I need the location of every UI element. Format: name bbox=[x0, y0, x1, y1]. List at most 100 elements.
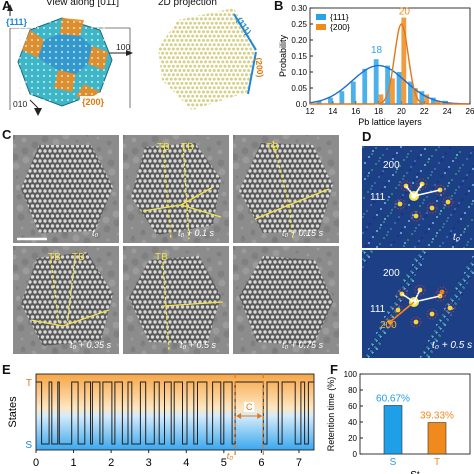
retention-bar bbox=[383, 405, 403, 455]
x-tick-label: 20 bbox=[397, 107, 406, 116]
arrowhead bbox=[257, 413, 263, 419]
y-tick-label: 0 bbox=[353, 450, 358, 459]
x-tick-label: 18 bbox=[374, 107, 383, 116]
histogram-bar bbox=[401, 17, 407, 105]
state-trace bbox=[36, 381, 314, 445]
y-tick-label: 40 bbox=[348, 418, 357, 427]
projection-text: 2D projection bbox=[158, 0, 217, 8]
histogram-bar bbox=[412, 88, 418, 104]
panel-a-label: A bbox=[2, 0, 12, 13]
facet-111-label: {111} bbox=[6, 17, 28, 27]
x-category-label: T bbox=[434, 457, 440, 468]
panel-b-label: B bbox=[274, 0, 284, 13]
tb-label: TB bbox=[155, 252, 168, 263]
retention-time-chart: 0 20 40 60 80 100 60.67% S 39.33% T St Retention ti… bbox=[326, 370, 471, 474]
tb-label: TB bbox=[266, 142, 279, 153]
x-axis-label-partial: St bbox=[410, 470, 420, 474]
tem-frame-6 bbox=[233, 246, 339, 354]
annotation-box bbox=[244, 402, 255, 412]
tb-label: TB bbox=[48, 252, 61, 263]
time-label-3: t₀ + 0.15 s bbox=[282, 228, 324, 238]
x-tick-label: 4 bbox=[183, 457, 189, 469]
tb-label: TB bbox=[72, 252, 85, 263]
panel-c-label: C bbox=[2, 127, 12, 142]
plot-frame bbox=[359, 373, 471, 455]
y-tick-label: 0.10 bbox=[291, 68, 307, 77]
histogram-bar bbox=[316, 100, 322, 104]
y-tick-label: 0.20 bbox=[291, 36, 307, 45]
time-label-4: t₀ + 0.35 s bbox=[70, 340, 112, 350]
y-tick-label: 0.15 bbox=[291, 52, 307, 61]
gaussian-fit-curve bbox=[310, 23, 469, 105]
panel-d-label: D bbox=[362, 129, 372, 144]
fft-time-label: t₀ + 0.5 s bbox=[432, 340, 473, 351]
y-tick-label: 100 bbox=[344, 370, 358, 379]
y-tick-label: 0.30 bbox=[291, 4, 307, 13]
fft-label-200: 200 bbox=[383, 160, 400, 171]
x-tick-label: 26 bbox=[466, 107, 474, 116]
y-tick-label: 20 bbox=[348, 434, 357, 443]
histogram-bar bbox=[419, 91, 425, 104]
histogram-bar bbox=[373, 59, 379, 104]
retention-bar bbox=[427, 422, 447, 455]
gaussian-fit-curve bbox=[309, 64, 469, 105]
axis-100-label: 100 bbox=[116, 42, 130, 52]
y-tick-label: 60 bbox=[348, 402, 357, 411]
legend-swatch bbox=[316, 24, 326, 30]
tem-frame-2 bbox=[123, 135, 229, 243]
x-axis-label: Pb lattice layers bbox=[358, 117, 422, 127]
tem-frame-5 bbox=[123, 246, 229, 354]
fft-pattern-top bbox=[362, 146, 474, 248]
histogram-bar bbox=[362, 68, 368, 104]
histogram-bar bbox=[339, 91, 345, 104]
view-along-text: View along [011] bbox=[46, 0, 120, 8]
nanocrystal-model: {111} 100 010 {200} bbox=[4, 4, 133, 116]
y-tick-label: 80 bbox=[348, 386, 357, 395]
x-category-label: S bbox=[390, 457, 397, 468]
plot-frame bbox=[35, 373, 315, 451]
peak-label: 20 bbox=[399, 7, 411, 18]
x-tick-label: 24 bbox=[443, 107, 452, 116]
fft-label-200: 200 bbox=[383, 268, 400, 279]
histogram-bar bbox=[390, 78, 395, 104]
proj-111-label: (111) bbox=[234, 15, 253, 36]
fft-time-label: t₀ bbox=[453, 232, 460, 243]
x-tick-label: 3 bbox=[146, 457, 152, 469]
time-label-2: t₀ + 0.1 s bbox=[178, 228, 215, 238]
legend-label: {200} bbox=[330, 22, 350, 32]
layer-distribution-chart: 0.0 0.05 0.10 0.15 0.20 0.25 0.30 12 14 16 18 20 22 2… bbox=[278, 4, 474, 127]
tem-frame-4 bbox=[13, 246, 119, 354]
fft-pattern-bottom bbox=[362, 250, 474, 358]
x-tick-label: 12 bbox=[306, 107, 315, 116]
state-background bbox=[36, 374, 314, 450]
proj-200-label: (200) bbox=[254, 57, 266, 78]
panel-f-label: F bbox=[330, 362, 338, 377]
arrowhead bbox=[236, 413, 242, 419]
y-tick-label: 0.0 bbox=[296, 100, 308, 109]
fft-label-111: 111 bbox=[370, 192, 386, 203]
tb-label: TB bbox=[181, 142, 194, 153]
time-label-6: t₀ + 0.75 s bbox=[282, 340, 324, 350]
annotation-c: C bbox=[246, 402, 253, 412]
x-tick-label: 22 bbox=[420, 107, 429, 116]
histogram-bar bbox=[396, 72, 402, 104]
x-tick-label: 1 bbox=[71, 457, 77, 469]
fft-label-111: 111 bbox=[370, 304, 386, 315]
legend-label: {111} bbox=[330, 12, 349, 22]
x-tick-label: 14 bbox=[328, 107, 337, 116]
facet-200-label: {200} bbox=[82, 97, 105, 107]
axis-010-label: 010 bbox=[13, 99, 27, 109]
state-label-t: T bbox=[26, 378, 32, 389]
x-tick-label: 7 bbox=[296, 457, 302, 469]
t0-label: t₀ bbox=[227, 451, 234, 461]
x-tick-label: 6 bbox=[258, 457, 264, 469]
x-tick-label: 16 bbox=[351, 107, 360, 116]
state-trace-chart: Ct₀ 0 1 2 3 4 5 6 7 T S States bbox=[7, 373, 315, 469]
histogram-bar bbox=[430, 97, 436, 104]
bar-value-label: 39.33% bbox=[420, 411, 454, 422]
projection-lattice: (111) (200) bbox=[158, 8, 266, 110]
peak-label: 18 bbox=[371, 45, 383, 56]
time-label-5: t₀ + 0.5 s bbox=[180, 340, 217, 350]
y-axis-label: Retention time (%) bbox=[326, 377, 336, 452]
state-label-s: S bbox=[25, 440, 32, 451]
